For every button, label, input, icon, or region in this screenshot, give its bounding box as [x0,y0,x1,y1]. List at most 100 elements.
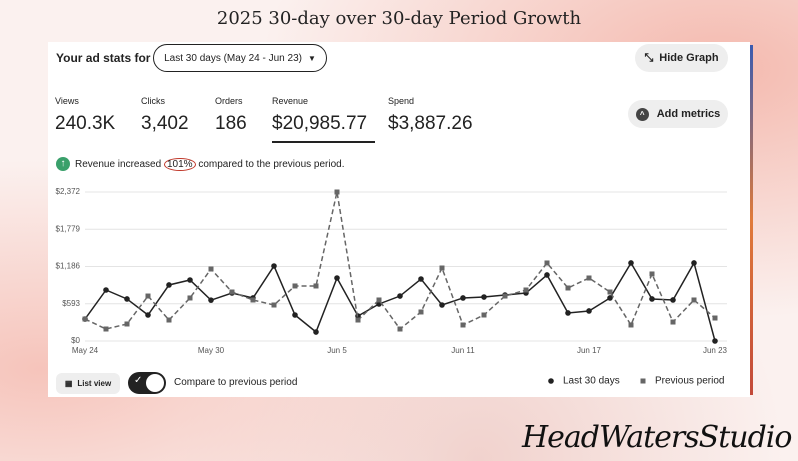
compare-toggle[interactable]: ✓ [128,372,166,394]
point [334,189,340,195]
stat-value: $20,985.77 [272,113,368,134]
stat-label: Orders [215,96,243,106]
legend-marker [548,378,554,384]
metrics-icon: ^ [635,107,649,121]
point [271,302,277,308]
point [250,297,256,303]
point [481,312,487,318]
point [187,295,193,301]
point [670,319,676,325]
y-tick-label: $0 [71,336,80,345]
point [166,282,172,288]
point [103,287,109,293]
list-view-button[interactable]: ▦ List view [56,373,120,394]
hide-graph-text: Hide Graph [659,52,719,64]
period-text: Last 30 days (May 24 - Jun 23) [164,52,302,64]
point [355,317,361,323]
point [649,296,655,302]
x-tick-label: Jun 5 [327,346,347,355]
point [586,275,592,281]
point [313,283,319,289]
point [397,293,403,299]
point [460,295,466,301]
point [187,277,193,283]
point [439,302,445,308]
toggle-check: ✓ [134,375,143,386]
revenue-underline [272,141,375,143]
point [103,326,109,332]
point [544,272,550,278]
y-tick-label: $593 [62,299,80,308]
y-tick-label: $2,372 [56,187,81,196]
grid-icon: ▦ [64,379,73,388]
point [82,316,88,322]
point [712,338,718,344]
point [649,271,655,277]
point [628,322,634,328]
notice-after: compared to the previous period. [198,159,345,170]
notice-before: Revenue increased [75,159,162,170]
point [586,308,592,314]
edge-strip [750,45,753,395]
stat-label: Views [55,96,79,106]
notice: Revenue increased 101% compared to the p… [75,158,345,171]
page-title: 2025 30-day over 30-day Period Growth [216,8,582,29]
point [271,263,277,269]
caret: ▼ [307,53,316,63]
point [502,293,508,299]
point [691,260,697,266]
point [397,326,403,332]
add-metrics-text: Add metrics [656,108,721,120]
x-tick-label: Jun 23 [703,346,728,355]
stats-label: Your ad stats for [56,51,151,65]
stat-value: 3,402 [141,113,189,134]
y-tick-label: $1,779 [56,224,81,233]
point [313,329,319,335]
point [145,293,151,299]
list-view-text: List view [77,379,112,388]
point [418,309,424,315]
x-tick-label: Jun 17 [577,346,602,355]
point [565,310,571,316]
card [48,42,750,397]
stat-value: 186 [215,113,247,134]
point [376,297,382,303]
point [712,315,718,321]
stat-label: Spend [388,96,415,106]
point [208,297,214,303]
point [208,266,214,272]
notice-highlight: 101% [163,158,196,171]
point [166,317,172,323]
point [439,265,445,271]
stat-value: $3,887.26 [388,113,473,134]
point [292,312,298,318]
y-tick-label: $1,186 [56,262,81,271]
collapse-icon: ⤡ [644,51,654,64]
period-dropdown[interactable]: Last 30 days (May 24 - Jun 23) ▼ [153,44,327,72]
point [670,297,676,303]
x-tick-label: May 24 [72,346,99,355]
point [523,287,529,293]
hide-graph-button[interactable]: ⤡ Hide Graph [635,44,728,72]
point [481,294,487,300]
point [628,260,634,266]
stat-label: Clicks [141,96,165,106]
stat-value: 240.3K [55,113,116,134]
point [292,283,298,289]
point [607,289,613,295]
up-icon: ↑ [56,157,70,171]
point [145,312,151,318]
legend-marker [640,378,646,384]
legend-label: Previous period [655,376,724,387]
add-metrics-button[interactable]: ^ Add metrics [628,100,728,128]
point [124,296,130,302]
point [565,285,571,291]
point [460,322,466,328]
toggle-knob [146,374,164,392]
watermark: HeadWatersStudio [522,420,792,455]
compare-label: Compare to previous period [174,377,298,388]
point [418,276,424,282]
point [544,260,550,266]
